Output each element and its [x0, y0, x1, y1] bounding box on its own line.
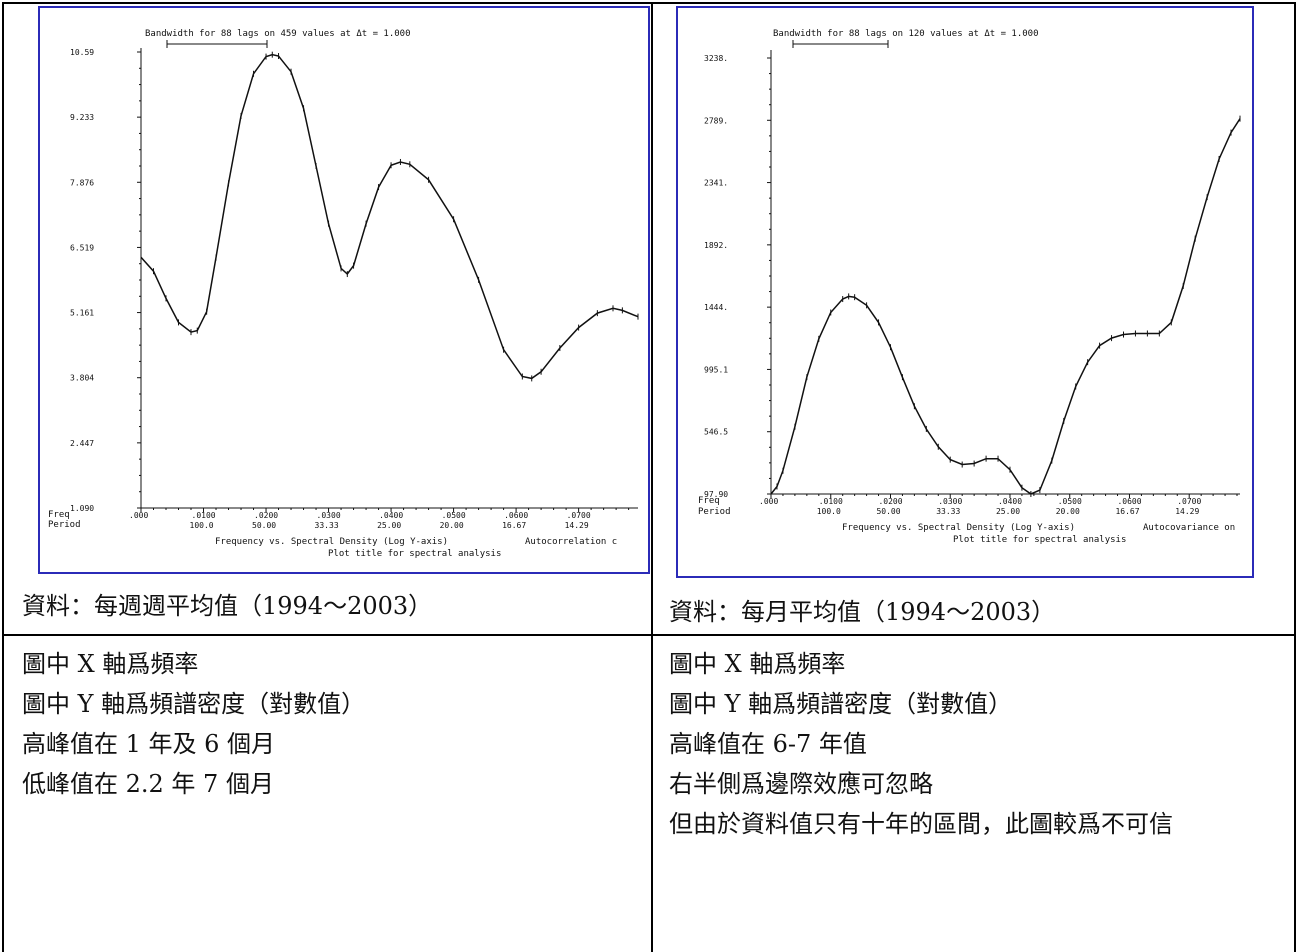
note-reliability: 但由於資料值只有十年的區間，此圖較爲不可信 [669, 810, 1173, 838]
freq-row-label: Freq [48, 510, 70, 520]
x-tick-label: .0400 [379, 511, 403, 520]
y-tick-label: 9.233 [70, 113, 94, 122]
chart-title: Plot title for spectral analysis [953, 535, 1126, 545]
weekly-chart-frame: Bandwidth for 88 lags on 459 values at Δ… [38, 6, 650, 574]
period-tick-label: 25.00 [996, 507, 1020, 516]
y-tick-label: 3238. [704, 54, 728, 63]
y-tick-label: 3.804 [70, 374, 94, 383]
y-tick-label: 546.5 [704, 428, 728, 437]
table-row-divider [2, 634, 1296, 636]
note-x-axis: 圖中 X 軸爲頻率 [669, 650, 846, 678]
y-tick-group: 97.90 546.5 995.1 1444. 1892. 2341. 2789. 3238. [704, 54, 771, 499]
y-tick-label: 1444. [704, 303, 728, 312]
x-tick-label: .0100 [192, 511, 216, 520]
period-tick-label: 33.33 [315, 521, 339, 530]
monthly-caption: 資料：每月平均值（1994～2003） [669, 598, 1056, 626]
period-tick-label: 50.00 [252, 521, 276, 530]
x-tick-group: .000.0100100.0.020050.00.030033.33.04002… [129, 508, 630, 530]
period-tick-label: 14.29 [565, 521, 589, 530]
x-tick-label: .0300 [938, 497, 962, 506]
period-tick-label: 50.00 [876, 507, 900, 516]
x-tick-label: .0200 [878, 497, 902, 506]
y-tick-label: 6.519 [70, 243, 94, 252]
y-tick-group: 1.090 2.447 3.804 5.161 6.519 7.876 9.233 10.59 [70, 48, 141, 513]
monthly-notes: 圖中 X 軸爲頻率 圖中 Y 軸爲頻譜密度（對數值） 高峰值在 6-7 年值 右… [669, 644, 1269, 844]
y-tick-label: 97.90 [704, 490, 728, 499]
note-x-axis: 圖中 X 軸爲頻率 [22, 650, 199, 678]
x-axis-label: Frequency vs. Spectral Density (Log Y-ax… [842, 523, 1075, 533]
freq-row-label: Freq [698, 496, 720, 506]
y-tick-label: 2789. [704, 116, 728, 125]
note-troughs: 低峰值在 2.2 年 7 個月 [22, 770, 274, 798]
table-border-left [2, 2, 4, 952]
table-border-top [2, 2, 1296, 4]
method-label: Autocovariance on [1143, 523, 1235, 533]
spectral-density-markers [770, 115, 1241, 497]
y-tick-label: 10.59 [70, 48, 94, 57]
note-peaks: 高峰值在 1 年及 6 個月 [22, 730, 276, 758]
x-tick-label: .0500 [442, 511, 466, 520]
method-label: Autocorrelation c [525, 537, 617, 547]
x-tick-label: .000 [759, 497, 778, 506]
period-row-label: Period [698, 507, 731, 517]
spectral-density-markers [140, 51, 639, 382]
bandwidth-label: Bandwidth for 88 lags on 120 values at Δ… [773, 29, 1039, 39]
weekly-caption: 資料：每週週平均值（1994～2003） [22, 592, 433, 620]
y-tick-label: 1.090 [70, 504, 94, 513]
note-y-axis: 圖中 Y 軸爲頻譜密度（對數值） [669, 690, 1013, 718]
period-tick-label: 33.33 [936, 507, 960, 516]
x-tick-label: .0600 [504, 511, 528, 520]
note-edge-effect: 右半側爲邊際效應可忽略 [669, 770, 933, 798]
period-tick-label: 14.29 [1175, 507, 1199, 516]
x-tick-label: .0700 [567, 511, 591, 520]
table-border-right [1294, 2, 1296, 952]
monthly-chart: Bandwidth for 88 lags on 120 values at Δ… [698, 29, 1241, 545]
period-tick-label: 16.67 [1115, 507, 1139, 516]
x-tick-label: .0400 [998, 497, 1022, 506]
x-tick-label: .0700 [1177, 497, 1201, 506]
bandwidth-label: Bandwidth for 88 lags on 459 values at Δ… [145, 29, 411, 39]
x-tick-label: .0600 [1117, 497, 1141, 506]
x-tick-group: .000.0100100.0.020050.00.030033.33.04002… [759, 494, 1238, 516]
period-tick-label: 100.0 [817, 507, 841, 516]
spectral-density-line [140, 53, 639, 380]
monthly-chart-frame: Bandwidth for 88 lags on 120 values at Δ… [676, 6, 1254, 578]
x-tick-label: .0200 [254, 511, 278, 520]
weekly-chart: Bandwidth for 88 lags on 459 values at Δ… [48, 29, 639, 559]
note-peaks: 高峰值在 6-7 年值 [669, 730, 867, 758]
note-y-axis: 圖中 Y 軸爲頻譜密度（對數值） [22, 690, 366, 718]
chart-title: Plot title for spectral analysis [328, 549, 501, 559]
y-tick-label: 5.161 [70, 309, 94, 318]
y-tick-label: 2341. [704, 179, 728, 188]
x-axis-label: Frequency vs. Spectral Density (Log Y-ax… [215, 537, 448, 547]
x-tick-label: .0300 [317, 511, 341, 520]
spectral-density-line [770, 118, 1241, 495]
period-tick-label: 100.0 [190, 521, 214, 530]
y-tick-label: 1892. [704, 241, 728, 250]
period-tick-label: 20.00 [440, 521, 464, 530]
y-tick-label: 2.447 [70, 439, 94, 448]
period-tick-label: 25.00 [377, 521, 401, 530]
period-tick-label: 20.00 [1056, 507, 1080, 516]
x-tick-label: .000 [129, 511, 148, 520]
x-tick-label: .0500 [1058, 497, 1082, 506]
x-tick-label: .0100 [819, 497, 843, 506]
period-row-label: Period [48, 520, 81, 530]
y-tick-label: 995.1 [704, 365, 728, 374]
period-tick-label: 16.67 [502, 521, 526, 530]
table-column-divider [651, 2, 653, 952]
y-tick-label: 7.876 [70, 178, 94, 187]
weekly-notes: 圖中 X 軸爲頻率 圖中 Y 軸爲頻譜密度（對數值） 高峰值在 1 年及 6 個… [22, 644, 365, 804]
